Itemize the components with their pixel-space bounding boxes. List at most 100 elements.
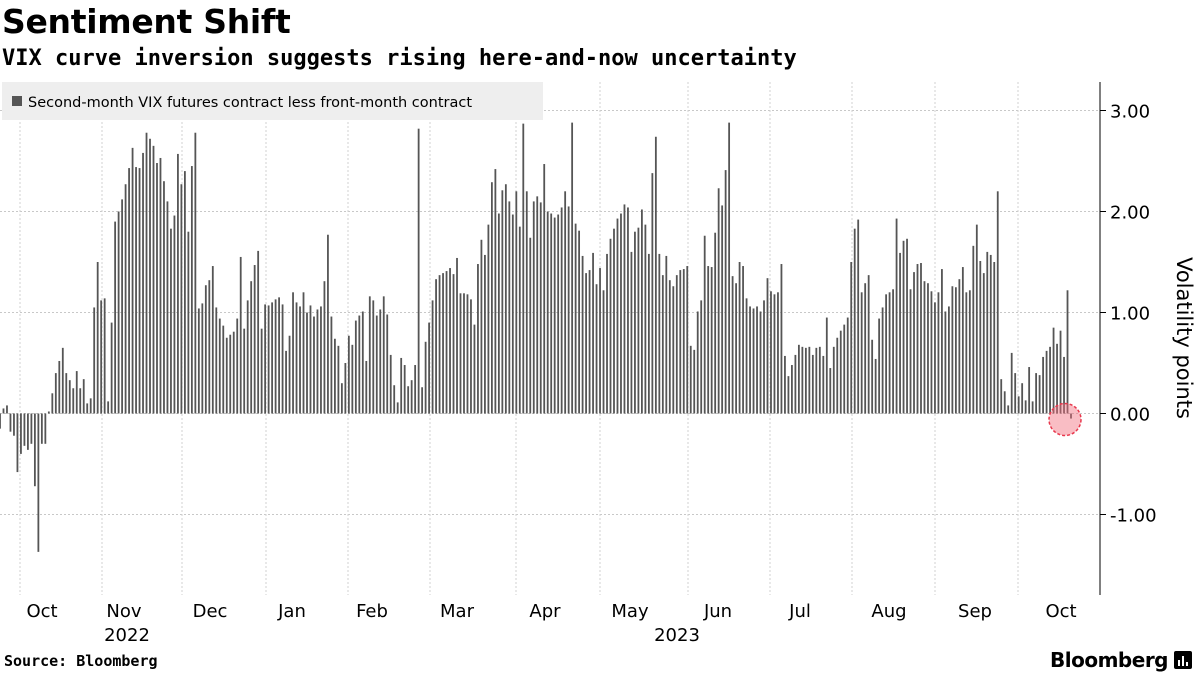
- bar: [1003, 391, 1006, 414]
- bar: [285, 350, 287, 414]
- bar: [839, 330, 842, 414]
- bar: [707, 266, 710, 414]
- bar: [658, 253, 661, 414]
- bar: [804, 347, 807, 414]
- bar: [661, 275, 664, 414]
- bar: [982, 273, 985, 414]
- bar: [525, 191, 528, 414]
- bar: [431, 300, 434, 414]
- bar: [51, 393, 54, 414]
- bar: [494, 169, 497, 414]
- x-month-label: Dec: [193, 601, 228, 622]
- bar: [867, 275, 870, 414]
- bar: [920, 263, 922, 414]
- bar: [344, 363, 347, 414]
- bar: [564, 191, 567, 414]
- bar: [703, 235, 706, 414]
- bar: [2, 408, 5, 414]
- bar: [578, 230, 581, 414]
- bar: [825, 317, 828, 414]
- bar: [961, 267, 964, 414]
- bar: [180, 184, 183, 414]
- bar: [54, 373, 57, 414]
- bar: [372, 300, 375, 414]
- bar: [302, 292, 305, 414]
- y-tick-label: 2.00: [1110, 203, 1150, 224]
- bar: [33, 413, 36, 487]
- bar: [1052, 327, 1055, 414]
- bar: [466, 294, 469, 414]
- bar: [944, 311, 947, 414]
- bar: [1035, 373, 1038, 414]
- bar: [152, 145, 155, 414]
- bar: [693, 349, 696, 414]
- bar: [696, 311, 699, 414]
- bar: [846, 317, 849, 414]
- y-axis-title: Volatility points: [1172, 257, 1196, 419]
- bar: [836, 337, 839, 414]
- bar: [599, 268, 601, 414]
- legend-background: [2, 82, 543, 120]
- bar: [382, 296, 385, 414]
- bar: [1010, 352, 1013, 414]
- bar: [832, 346, 835, 414]
- bar: [941, 269, 943, 414]
- bar: [358, 315, 361, 414]
- bar: [808, 346, 811, 414]
- bar: [72, 388, 75, 414]
- bar: [490, 182, 493, 414]
- bar: [972, 245, 975, 414]
- bar: [421, 387, 424, 414]
- bar: [208, 280, 211, 414]
- bar: [508, 201, 511, 414]
- x-year-label: 2022: [104, 625, 150, 646]
- bar: [9, 413, 12, 432]
- bar-series: [0, 122, 1072, 552]
- bar: [327, 234, 329, 414]
- bar: [459, 293, 462, 414]
- bar: [700, 300, 703, 414]
- bar: [550, 213, 553, 414]
- bar: [801, 346, 804, 414]
- bar: [1059, 330, 1062, 414]
- bar: [947, 306, 950, 414]
- bar: [735, 283, 737, 414]
- bar: [773, 294, 776, 414]
- bar: [766, 278, 769, 414]
- bar: [320, 306, 322, 414]
- bar: [682, 269, 685, 414]
- bar: [1042, 356, 1044, 414]
- bar: [934, 302, 936, 414]
- bar: [225, 337, 228, 414]
- bar: [264, 304, 267, 414]
- bar: [65, 373, 68, 414]
- bar: [539, 202, 542, 414]
- bar: [606, 253, 608, 414]
- bar: [497, 213, 500, 414]
- bar: [888, 292, 891, 414]
- bar: [1038, 375, 1041, 414]
- bar: [738, 262, 741, 414]
- bar: [1014, 373, 1017, 414]
- bar: [473, 324, 476, 414]
- bar: [170, 228, 172, 414]
- bar: [504, 184, 507, 414]
- x-month-label: Jul: [788, 601, 811, 622]
- bar: [145, 132, 148, 414]
- bar: [201, 303, 204, 414]
- bar: [1028, 367, 1031, 414]
- bar: [989, 254, 992, 414]
- bar: [627, 207, 629, 414]
- bar: [763, 300, 765, 414]
- bar: [902, 240, 905, 414]
- bar: [16, 413, 19, 473]
- bar: [435, 279, 437, 414]
- bar: [190, 166, 193, 414]
- bar: [581, 255, 584, 414]
- bar: [456, 257, 458, 414]
- bar: [166, 201, 169, 414]
- bar: [620, 213, 622, 414]
- bar: [239, 256, 242, 414]
- bar: [114, 221, 117, 414]
